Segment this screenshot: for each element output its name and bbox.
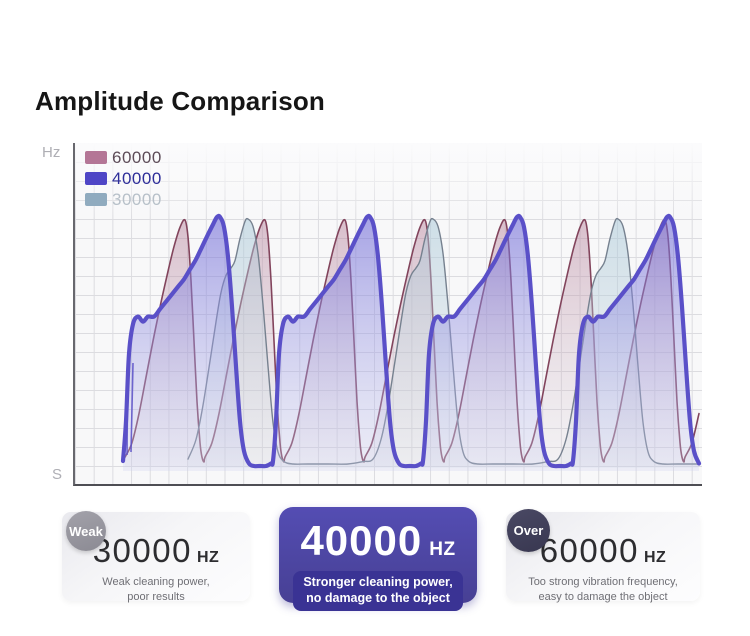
card-60000hz: Over 60000 HZ Too strong vibration freque… — [506, 509, 700, 603]
card-30000-value: 30000 HZ — [62, 534, 250, 567]
card-60000-value: 60000 HZ — [506, 534, 700, 567]
card-60000-desc: Too strong vibration frequency, easy to … — [528, 576, 678, 603]
legend-swatch-30000 — [85, 193, 107, 206]
page-title: Amplitude Comparison — [35, 86, 326, 116]
legend-item-60000: 60000 — [85, 147, 162, 168]
card-40000hz-highlight: 40000 HZ Stronger cleaning power, no dama… — [279, 507, 477, 612]
legend-label-30000: 30000 — [112, 189, 162, 209]
legend-swatch-60000 — [85, 151, 107, 164]
legend-label-60000: 60000 — [112, 147, 162, 167]
x-axis-label: S — [52, 466, 63, 483]
legend-label-40000: 40000 — [112, 168, 162, 188]
card-40000-number: 40000 — [300, 517, 423, 564]
card-40000-desc: Stronger cleaning power, no damage to th… — [293, 571, 463, 612]
card-40000-value: 40000 HZ — [279, 520, 477, 562]
over-badge: Over — [507, 509, 550, 552]
card-30000-desc: Weak cleaning power, poor results — [102, 576, 210, 603]
legend-swatch-40000 — [85, 172, 107, 185]
card-60000-number: 60000 — [539, 532, 639, 569]
y-axis-label: Hz — [42, 144, 61, 161]
card-30000-unit: HZ — [196, 549, 220, 566]
legend-item-30000: 30000 — [85, 189, 162, 210]
legend-item-40000: 40000 — [85, 168, 162, 189]
card-60000-unit: HZ — [643, 549, 667, 566]
weak-badge: Weak — [66, 511, 106, 551]
card-40000-unit: HZ — [429, 539, 456, 560]
card-30000hz: Weak 30000 HZ Weak cleaning power, poor r… — [62, 511, 250, 603]
chart-legend: 60000 40000 30000 — [85, 147, 162, 210]
amplitude-chart: 60000 40000 30000 — [73, 143, 702, 486]
card-30000-number: 30000 — [92, 532, 192, 569]
waveform-plot — [120, 213, 702, 471]
